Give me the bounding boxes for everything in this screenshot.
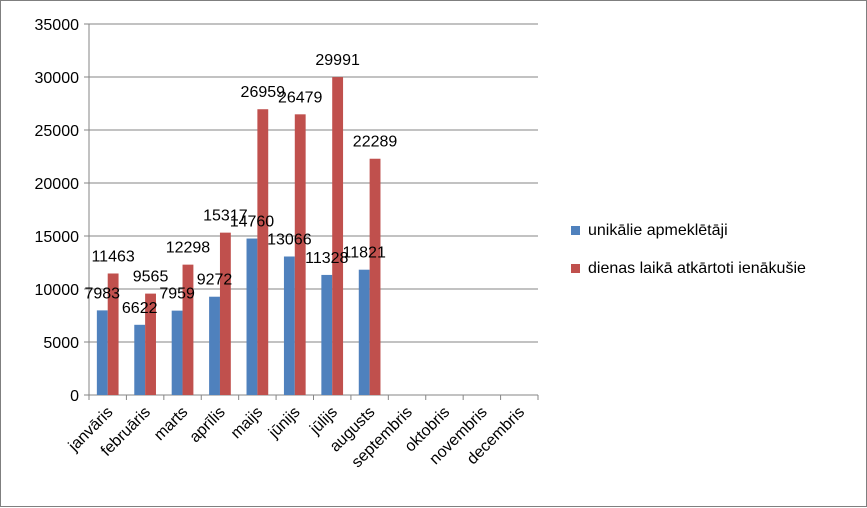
x-tick-label: aprīlis xyxy=(187,404,229,446)
bar-returning xyxy=(219,232,231,395)
bar-unique xyxy=(171,310,183,395)
y-tick-label: 15000 xyxy=(35,229,80,246)
data-label: 6622 xyxy=(122,300,158,317)
data-label: 11821 xyxy=(343,245,386,262)
y-tick-label: 20000 xyxy=(35,176,80,193)
legend: unikālie apmeklētāji dienas laikā atkārto… xyxy=(571,222,806,277)
legend-swatch xyxy=(571,226,580,235)
legend-label: unikālie apmeklētāji xyxy=(588,222,728,239)
bar-returning xyxy=(332,77,344,395)
bar-unique xyxy=(246,238,258,395)
legend-swatch xyxy=(571,264,580,273)
grid-lines xyxy=(89,23,538,396)
data-label: 12298 xyxy=(166,240,211,257)
y-tick-label: 10000 xyxy=(35,282,80,299)
bar-unique xyxy=(321,274,333,395)
data-label: 11328 xyxy=(305,250,348,267)
data-label: 13066 xyxy=(267,232,312,249)
bar-returning xyxy=(369,158,381,395)
data-label: 22289 xyxy=(353,134,398,151)
data-label: 11463 xyxy=(91,248,134,265)
y-tick-label: 30000 xyxy=(35,70,80,87)
bar-unique xyxy=(96,310,108,395)
bar-returning xyxy=(145,293,156,395)
y-tick-label: 35000 xyxy=(35,17,80,34)
data-label: 29991 xyxy=(315,52,360,69)
bar-returning xyxy=(257,109,269,396)
bar-returning xyxy=(182,264,194,395)
data-label: 7959 xyxy=(159,286,195,303)
x-tick-label: maijs xyxy=(228,404,266,442)
bar-unique xyxy=(283,256,295,395)
data-label: 7983 xyxy=(84,285,120,302)
y-tick-label: 25000 xyxy=(35,123,80,140)
data-label: 14760 xyxy=(230,214,275,231)
x-tick-label: jūnijs xyxy=(265,404,304,443)
bar-unique xyxy=(358,269,370,395)
legend-label: dienas laikā atkārtoti ienākušie xyxy=(588,260,806,277)
bar-unique xyxy=(134,324,146,395)
data-label: 26959 xyxy=(241,84,286,101)
data-label: 26479 xyxy=(278,89,323,106)
bar-unique xyxy=(209,296,220,395)
bars xyxy=(96,77,381,396)
y-tick-label: 0 xyxy=(70,388,79,405)
data-label: 15317 xyxy=(203,208,248,225)
y-tick-label: 5000 xyxy=(43,335,79,352)
bar-returning xyxy=(107,273,119,395)
bar-returning xyxy=(294,114,306,395)
x-tick-label: marts xyxy=(151,404,191,444)
data-label: 9565 xyxy=(133,269,169,286)
data-label: 9272 xyxy=(197,272,233,289)
